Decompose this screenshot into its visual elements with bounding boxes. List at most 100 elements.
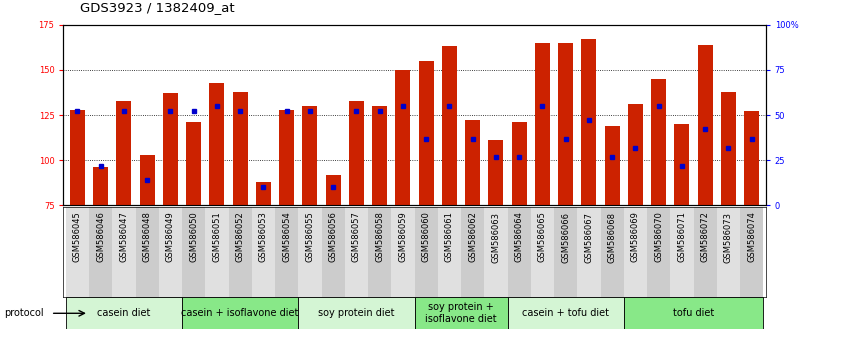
- Text: GSM586058: GSM586058: [375, 212, 384, 262]
- Text: GSM586057: GSM586057: [352, 212, 361, 262]
- Bar: [93, 167, 108, 205]
- Bar: [186, 122, 201, 205]
- Text: GSM586051: GSM586051: [212, 212, 222, 262]
- Text: protocol: protocol: [4, 308, 44, 318]
- Text: GSM586074: GSM586074: [747, 212, 756, 262]
- Bar: [392, 207, 415, 297]
- Bar: [159, 207, 182, 297]
- Bar: [577, 207, 601, 297]
- Bar: [349, 101, 364, 205]
- Text: GSM586054: GSM586054: [283, 212, 291, 262]
- Text: soy protein diet: soy protein diet: [318, 308, 395, 318]
- Bar: [302, 106, 317, 205]
- Text: GSM586052: GSM586052: [236, 212, 244, 262]
- Bar: [255, 182, 271, 205]
- Bar: [698, 45, 712, 205]
- Bar: [744, 112, 759, 205]
- Bar: [554, 207, 577, 297]
- Bar: [279, 110, 294, 205]
- Text: GSM586066: GSM586066: [561, 212, 570, 263]
- Bar: [601, 207, 624, 297]
- Bar: [508, 297, 624, 329]
- Bar: [182, 297, 299, 329]
- Bar: [694, 207, 717, 297]
- Text: GSM586045: GSM586045: [73, 212, 82, 262]
- Bar: [233, 92, 248, 205]
- Text: GSM586047: GSM586047: [119, 212, 129, 262]
- Text: GSM586049: GSM586049: [166, 212, 175, 262]
- Bar: [442, 46, 457, 205]
- Bar: [206, 207, 228, 297]
- Bar: [368, 207, 392, 297]
- Bar: [299, 207, 321, 297]
- Bar: [512, 122, 527, 205]
- Text: GSM586070: GSM586070: [654, 212, 663, 262]
- Bar: [395, 70, 410, 205]
- Bar: [345, 207, 368, 297]
- Text: GSM586063: GSM586063: [492, 212, 501, 263]
- Text: GSM586067: GSM586067: [585, 212, 593, 263]
- Bar: [162, 93, 178, 205]
- Bar: [674, 124, 689, 205]
- Text: GSM586048: GSM586048: [143, 212, 151, 262]
- Text: casein diet: casein diet: [97, 308, 151, 318]
- Text: GSM586059: GSM586059: [398, 212, 408, 262]
- Bar: [535, 43, 550, 205]
- Bar: [299, 297, 415, 329]
- Bar: [89, 207, 113, 297]
- Bar: [670, 207, 694, 297]
- Bar: [113, 207, 135, 297]
- Bar: [717, 207, 740, 297]
- Text: casein + isoflavone diet: casein + isoflavone diet: [182, 308, 299, 318]
- Bar: [628, 104, 643, 205]
- Text: GSM586071: GSM586071: [678, 212, 686, 262]
- Bar: [252, 207, 275, 297]
- Bar: [465, 120, 481, 205]
- Bar: [419, 61, 434, 205]
- Text: GSM586046: GSM586046: [96, 212, 105, 262]
- Text: GSM586050: GSM586050: [190, 212, 198, 262]
- Bar: [117, 101, 131, 205]
- Text: GSM586060: GSM586060: [421, 212, 431, 262]
- Text: GSM586072: GSM586072: [700, 212, 710, 262]
- Text: GSM586062: GSM586062: [468, 212, 477, 262]
- Bar: [66, 297, 182, 329]
- Text: GSM586073: GSM586073: [724, 212, 733, 263]
- Bar: [651, 79, 667, 205]
- Bar: [415, 297, 508, 329]
- Bar: [228, 207, 252, 297]
- Bar: [66, 207, 89, 297]
- Text: GSM586061: GSM586061: [445, 212, 454, 262]
- Bar: [182, 207, 206, 297]
- Text: tofu diet: tofu diet: [673, 308, 714, 318]
- Text: GSM586068: GSM586068: [607, 212, 617, 263]
- Text: GSM586064: GSM586064: [514, 212, 524, 262]
- Text: GSM586055: GSM586055: [305, 212, 315, 262]
- Bar: [581, 39, 596, 205]
- Bar: [209, 82, 224, 205]
- Bar: [721, 92, 736, 205]
- Bar: [275, 207, 299, 297]
- Bar: [558, 43, 574, 205]
- Bar: [326, 175, 341, 205]
- Bar: [437, 207, 461, 297]
- Bar: [624, 207, 647, 297]
- Text: casein + tofu diet: casein + tofu diet: [522, 308, 609, 318]
- Bar: [488, 140, 503, 205]
- Bar: [740, 207, 763, 297]
- Bar: [461, 207, 484, 297]
- Bar: [372, 106, 387, 205]
- Bar: [140, 155, 155, 205]
- Text: GDS3923 / 1382409_at: GDS3923 / 1382409_at: [80, 1, 235, 14]
- Bar: [647, 207, 670, 297]
- Text: GSM586069: GSM586069: [631, 212, 640, 262]
- Text: GSM586065: GSM586065: [538, 212, 547, 262]
- Bar: [321, 207, 345, 297]
- Bar: [530, 207, 554, 297]
- Text: GSM586053: GSM586053: [259, 212, 268, 262]
- Bar: [508, 207, 530, 297]
- Text: GSM586056: GSM586056: [328, 212, 338, 262]
- Text: soy protein +
isoflavone diet: soy protein + isoflavone diet: [426, 302, 497, 324]
- Bar: [624, 297, 763, 329]
- Bar: [415, 207, 437, 297]
